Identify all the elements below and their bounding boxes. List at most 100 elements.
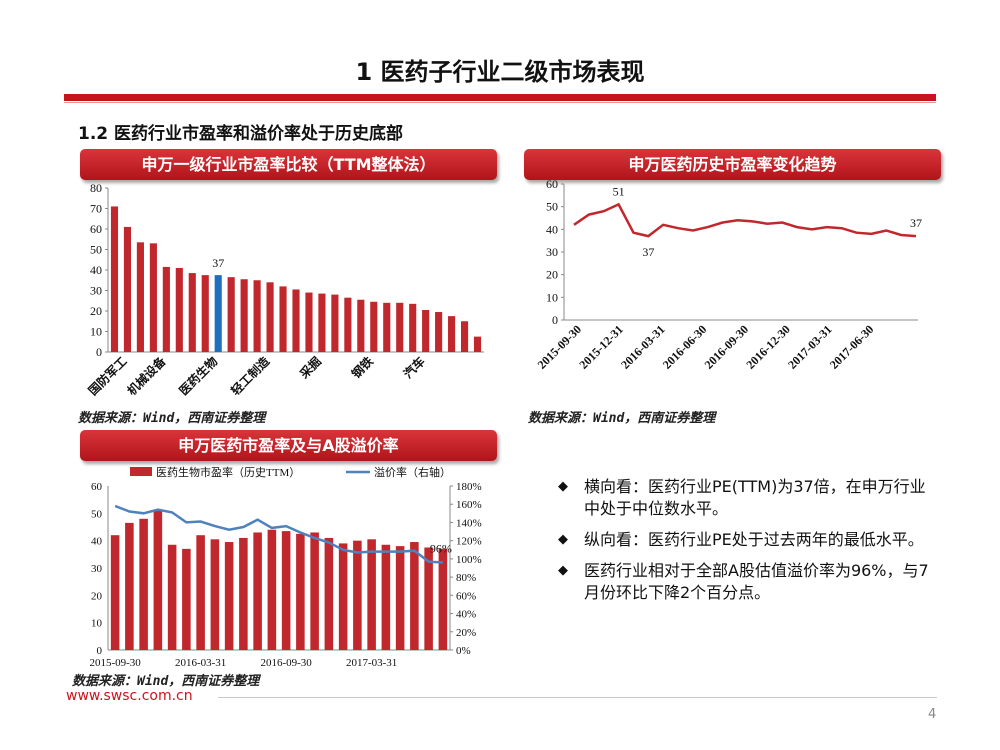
chart2-y-tick-label: 40 (546, 222, 558, 236)
chart2-x-tick-label: 2016-12-30 (743, 322, 792, 371)
chart2-pharma-pe-trend-line-chart: 01020304050605137372015-09-302015-12-312… (535, 177, 922, 372)
chart3-pe-bar (424, 547, 433, 650)
chart3-y2-tick-label: 160% (456, 499, 482, 511)
chart1-title-banner: 申万一级行业市盈率比较（TTM整体法） (80, 149, 497, 180)
chart2-source: 数据来源：Wind，西南证券整理 (528, 411, 716, 426)
chart3-pe-bar (167, 544, 177, 650)
chart1-bar (383, 302, 391, 352)
chart2-x-tick-label: 2016-03-31 (618, 322, 667, 371)
chart3-y-tick-label: 20 (91, 590, 103, 602)
chart1-bar (214, 275, 222, 352)
chart3-pe-bar (367, 539, 376, 650)
chart2-x-tick-label: 2015-12-31 (576, 322, 625, 371)
chart1-bar (435, 312, 443, 352)
chart1-y-tick-label: 70 (90, 202, 102, 216)
chart1-bar (370, 301, 378, 352)
chart3-y2-tick-label: 100% (456, 554, 482, 566)
chart3-y2-tick-label: 0% (456, 645, 471, 657)
chart3-y2-tick-label: 80% (456, 572, 476, 584)
chart1-bar (396, 302, 404, 352)
chart3-pe-bar (296, 533, 305, 650)
chart1-bar (253, 280, 261, 352)
chart2-y-tick-label: 30 (546, 245, 558, 259)
chart1-y-tick-label: 40 (90, 263, 102, 277)
diamond-bullet-icon: ◆ (558, 532, 568, 547)
chart3-title-banner: 申万医药市盈率及与A股溢价率 (80, 430, 497, 461)
chart3-pe-bar (253, 532, 262, 650)
page-number: 4 (928, 707, 937, 722)
chart3-pe-bar (210, 539, 220, 650)
chart1-y-tick-label: 60 (90, 222, 102, 236)
footer-url-link[interactable]: www.swsc.com.cn (66, 688, 193, 704)
chart3-x-tick-label: 2015-09-30 (89, 657, 141, 669)
chart1-bar (422, 309, 430, 352)
chart2-x-tick-label: 2017-03-31 (785, 322, 834, 371)
key-point-2: ◆ 纵向看：医药行业PE处于过去两年的最低水平。 (558, 529, 938, 551)
chart1-x-tick-label: 汽车 (400, 354, 428, 382)
chart2-x-tick-label: 2015-09-30 (535, 322, 584, 371)
chart3-pe-bar (338, 543, 348, 650)
chart3-y-tick-label: 50 (91, 508, 103, 520)
slide-title: 1 医药子行业二级市场表现 (355, 58, 645, 86)
chart3-pe-bar (239, 537, 248, 650)
section-subtitle: 1.2 医药行业市盈率和溢价率处于历史底部 (78, 124, 404, 144)
chart3-premium-line (114, 504, 443, 564)
chart1-bar (305, 292, 313, 352)
chart3-pe-premium-combo-chart: 0 10 20 30 40 50 60 0% 20% 40% 60% 80% 100% 120% 140% 1… (89, 465, 482, 669)
chart1-bar (357, 299, 365, 352)
diamond-bullet-icon: ◆ (558, 479, 568, 494)
chart2-pe-series-line (573, 202, 917, 238)
chart3-y-tick-label: 30 (91, 563, 103, 575)
chart1-bar (136, 242, 144, 352)
chart3-legend-swatch-bars (130, 467, 152, 476)
chart2-x-tick-label: 2016-09-30 (702, 322, 751, 371)
chart1-bar (110, 206, 119, 352)
chart2-title-banner: 申万医药历史市盈率变化趋势 (524, 149, 941, 180)
chart1-bar (331, 294, 339, 352)
chart3-pe-bar (395, 546, 405, 650)
chart1-bar (175, 267, 183, 352)
footer-divider (218, 697, 937, 698)
chart1-bar (266, 282, 274, 352)
chart2-y-tick-label: 10 (546, 290, 558, 304)
chart2-x-tick-label: 2016-06-30 (660, 322, 709, 371)
chart1-x-tick-label: 轻工制造 (228, 353, 273, 398)
chart3-pe-bar (410, 542, 419, 650)
chart3-legend-label: 溢价率（右轴） (374, 465, 451, 479)
diamond-bullet-icon: ◆ (558, 563, 568, 578)
chart3-x-tick-label: 2016-03-31 (175, 657, 226, 669)
chart3-pe-bar (139, 518, 148, 650)
chart2-y-tick-label: 0 (552, 313, 558, 327)
chart1-y-tick-label: 20 (90, 304, 102, 318)
chart3-pe-bar (281, 531, 291, 650)
chart3-y-tick-label: 0 (97, 645, 103, 657)
chart3-pe-bar (353, 540, 362, 650)
chart3-source: 数据来源：Wind，西南证券整理 (72, 674, 260, 689)
chart3-y2-tick-label: 40% (456, 609, 476, 621)
chart1-bar (149, 243, 157, 352)
chart1-y-tick-label: 50 (90, 243, 102, 257)
chart2-data-label: 37 (910, 216, 922, 230)
chart1-y-tick-label: 0 (96, 345, 102, 359)
chart1-source: 数据来源：Wind，西南证券整理 (78, 411, 266, 426)
chart3-pe-bar (438, 548, 448, 650)
chart2-data-label: 51 (613, 184, 625, 198)
chart3-data-label: 96% (430, 542, 452, 556)
title-underline-bar (64, 94, 936, 101)
chart3-pe-bar (125, 522, 134, 650)
chart1-bar (201, 275, 209, 352)
chart3-y2-tick-label: 20% (456, 627, 476, 639)
chart2-y-tick-label: 60 (546, 177, 558, 191)
chart3-y2-tick-label: 140% (456, 517, 482, 529)
chart2-x-tick-label: 2017-06-30 (827, 322, 876, 371)
chart1-bar (227, 277, 235, 352)
chart3-y2-tick-label: 180% (456, 481, 482, 493)
chart2-y-tick-label: 50 (546, 200, 558, 214)
chart1-bar (460, 321, 469, 352)
chart1-bar (240, 279, 248, 352)
chart1-bar (409, 303, 417, 352)
chart3-y-tick-label: 60 (91, 481, 103, 493)
chart1-bar (188, 273, 196, 352)
chart3-y2-tick-label: 120% (456, 536, 482, 548)
chart1-bar (292, 289, 300, 352)
